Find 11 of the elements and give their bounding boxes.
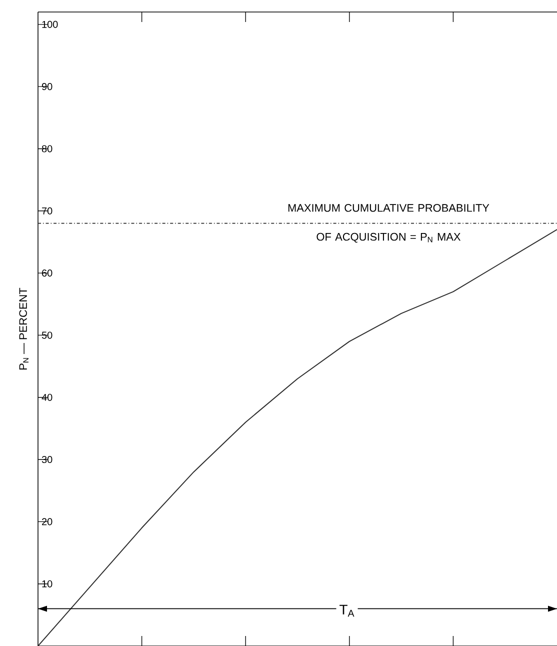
y-tick-label: 100 xyxy=(42,20,58,28)
y-tick-label: 40 xyxy=(42,394,52,401)
y-axis-title: P$_{N}$ — PERCENT xyxy=(19,288,28,370)
y-tick-label: 10 xyxy=(42,580,52,588)
y-tick-label: 20 xyxy=(42,518,52,526)
y-tick-label: 90 xyxy=(42,83,52,90)
y-tick-label: 30 xyxy=(42,456,52,464)
ref-line-label: T$_{A}$ xyxy=(340,604,354,617)
y-tick-label: 60 xyxy=(42,270,52,277)
text: MAXIMUM CUMULATIVE PROBABILITY OF ACQUISITION = P$_{N}$ MAX xyxy=(288,204,490,243)
y-tick-label: 70 xyxy=(42,207,52,214)
